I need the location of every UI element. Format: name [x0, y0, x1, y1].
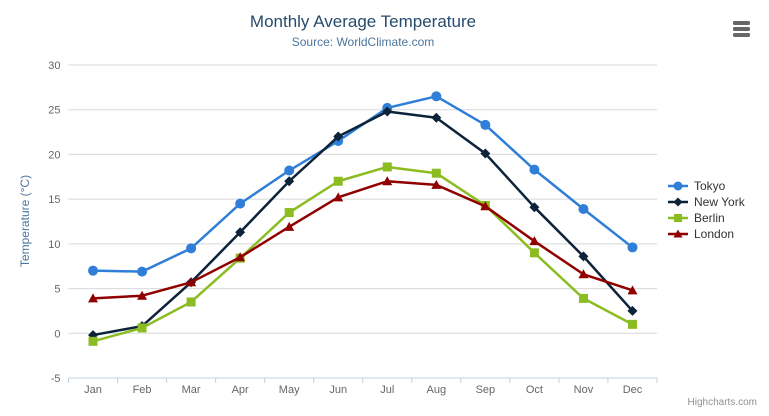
- data-point-marker[interactable]: [333, 192, 344, 202]
- data-point-marker[interactable]: [627, 242, 638, 253]
- data-point-marker[interactable]: [382, 162, 392, 172]
- data-point-marker[interactable]: [529, 236, 540, 246]
- data-point-marker[interactable]: [578, 203, 589, 214]
- x-axis-label: Jan: [84, 384, 102, 396]
- series-london: [88, 176, 638, 303]
- data-point-marker[interactable]: [480, 119, 491, 130]
- series-line-new-york: [91, 110, 634, 337]
- data-point-marker[interactable]: [284, 221, 295, 231]
- data-point-marker[interactable]: [480, 148, 491, 159]
- chart-title: Monthly Average Temperature: [249, 12, 477, 31]
- data-point-marker[interactable]: [88, 265, 99, 276]
- data-point-marker[interactable]: [235, 227, 246, 238]
- x-axis-label: May: [279, 384, 300, 396]
- x-axis-label: Dec: [623, 384, 643, 396]
- series-new-york: [88, 106, 638, 341]
- data-point-marker[interactable]: [284, 176, 295, 187]
- hamburger-menu-icon: [733, 21, 751, 37]
- x-axis-label: Jul: [380, 384, 394, 396]
- data-point-marker[interactable]: [578, 269, 589, 279]
- legend-marker-shape[interactable]: [673, 229, 683, 238]
- data-point-marker[interactable]: [284, 208, 294, 218]
- data-point-marker[interactable]: [529, 202, 540, 213]
- credits-link[interactable]: Highcharts.com: [687, 397, 757, 408]
- y-axis-label: 5: [54, 284, 60, 296]
- y-axis-label: 20: [48, 149, 60, 161]
- x-axis-label: Apr: [232, 384, 249, 396]
- legend-marker-circle-icon: [668, 181, 688, 191]
- y-axis-label: 25: [48, 105, 60, 117]
- data-point-marker[interactable]: [627, 305, 638, 316]
- x-axis-label: Sep: [476, 384, 496, 396]
- legend-label: New York: [694, 195, 745, 209]
- data-point-marker[interactable]: [88, 336, 98, 346]
- legend-marker-square-icon: [668, 214, 688, 222]
- y-axis-label: 15: [48, 194, 60, 206]
- data-point-marker[interactable]: [186, 297, 196, 307]
- data-point-marker[interactable]: [529, 164, 540, 175]
- data-point-marker[interactable]: [137, 290, 148, 300]
- x-axis-label: Feb: [133, 384, 152, 396]
- legend-marker-shape[interactable]: [674, 214, 682, 222]
- legend-item-london[interactable]: London: [667, 226, 745, 242]
- x-axis-label: Mar: [182, 384, 201, 396]
- y-axis-label: 0: [54, 328, 60, 340]
- x-axis-label: Nov: [574, 384, 594, 396]
- legend-item-berlin[interactable]: Berlin: [667, 210, 745, 226]
- data-point-marker[interactable]: [382, 176, 393, 186]
- legend-marker-triangle-icon: [668, 229, 688, 238]
- y-axis-label: 10: [48, 239, 60, 251]
- data-point-marker[interactable]: [431, 112, 442, 123]
- export-menu-button[interactable]: [730, 19, 754, 41]
- y-axis-label: 30: [48, 60, 60, 72]
- legend-label: Tokyo: [694, 179, 726, 193]
- series-line-berlin: [91, 165, 634, 343]
- data-point-marker[interactable]: [235, 252, 246, 262]
- data-point-marker[interactable]: [480, 201, 491, 211]
- data-point-marker[interactable]: [186, 277, 197, 287]
- data-point-marker[interactable]: [529, 248, 539, 258]
- chart-subtitle: Source: WorldClimate.com: [291, 35, 435, 49]
- legend-item-new-york[interactable]: New York: [667, 194, 745, 210]
- x-axis-label: Aug: [427, 384, 447, 396]
- legend-item-tokyo[interactable]: Tokyo: [667, 178, 745, 194]
- y-axis-label: -5: [51, 373, 61, 385]
- data-point-marker[interactable]: [333, 131, 344, 142]
- data-point-marker[interactable]: [431, 168, 441, 178]
- data-point-marker[interactable]: [431, 179, 442, 189]
- legend-label: London: [694, 227, 735, 241]
- x-axis-label: Jun: [329, 384, 347, 396]
- data-point-marker[interactable]: [382, 106, 393, 117]
- series-line-tokyo: [91, 95, 634, 273]
- series-tokyo: [88, 91, 638, 277]
- legend-label: Berlin: [694, 211, 725, 225]
- data-point-marker[interactable]: [627, 319, 637, 329]
- legend: Tokyo New York Berlin London: [667, 178, 745, 242]
- data-point-marker[interactable]: [627, 285, 638, 295]
- x-axis-label: Oct: [526, 384, 543, 396]
- data-point-marker[interactable]: [137, 323, 147, 333]
- series-line-london: [91, 180, 634, 300]
- data-point-marker[interactable]: [235, 198, 246, 209]
- data-point-marker[interactable]: [137, 266, 148, 277]
- data-point-marker[interactable]: [578, 251, 589, 262]
- data-point-marker[interactable]: [333, 176, 343, 186]
- legend-marker-shape[interactable]: [673, 197, 683, 207]
- data-point-marker[interactable]: [578, 293, 588, 303]
- data-point-marker[interactable]: [431, 91, 442, 102]
- legend-marker-diamond-icon: [668, 197, 688, 207]
- legend-marker-shape[interactable]: [673, 181, 683, 191]
- data-point-marker[interactable]: [284, 165, 295, 176]
- data-point-marker[interactable]: [88, 293, 99, 303]
- data-point-marker[interactable]: [186, 243, 197, 254]
